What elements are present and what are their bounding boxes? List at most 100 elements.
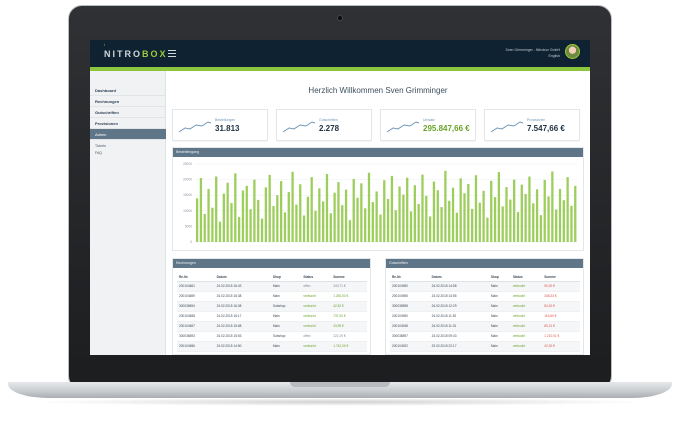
chart-bar[interactable] <box>417 203 420 242</box>
column-header[interactable]: Re-Nr. <box>390 273 430 282</box>
chart-bar[interactable] <box>474 175 478 242</box>
column-header[interactable]: Status <box>301 273 332 282</box>
chart-bar[interactable] <box>360 183 363 242</box>
chart-bar[interactable] <box>203 213 206 242</box>
chart-bar[interactable] <box>211 207 214 242</box>
chart-bar[interactable] <box>234 173 237 242</box>
chart-bar[interactable] <box>398 186 401 242</box>
chart-bar[interactable] <box>344 189 348 242</box>
chart-bar[interactable] <box>352 178 355 242</box>
sidebar-item-provisionen[interactable]: Provisionen <box>90 118 166 129</box>
chart-bar[interactable] <box>455 212 459 242</box>
menu-icon[interactable] <box>168 50 176 57</box>
chart-bar[interactable] <box>558 188 562 242</box>
table-row[interactable]: 300038597 24.02.2015 09:43 Main verbucht 1.2… <box>390 331 580 342</box>
table-row[interactable]: 300038598 24.02.2015 12:29 Main verbucht 84,… <box>390 301 580 312</box>
logo[interactable]: NITROBOX <box>104 49 168 59</box>
chart-bar[interactable] <box>555 209 558 242</box>
chart-bar[interactable] <box>547 196 550 242</box>
table-row[interactable]: 200104948 24.02.2015 11:31 Main verbucht 80,… <box>390 321 580 332</box>
chart-bar[interactable] <box>390 175 394 242</box>
column-header[interactable]: Status <box>510 273 543 282</box>
table-row[interactable]: 200104657 24.02.2015 15:58 Main verbucht 43,… <box>177 321 367 332</box>
chart-bar[interactable] <box>413 185 416 242</box>
chart-bar[interactable] <box>264 187 268 242</box>
language-selector[interactable]: English <box>548 54 560 58</box>
chart-bar[interactable] <box>440 207 443 242</box>
chart-bar[interactable] <box>230 203 233 242</box>
chart-bar[interactable] <box>207 188 210 242</box>
chart-bar[interactable] <box>574 185 577 242</box>
chart-bar[interactable] <box>260 218 264 242</box>
chart-bar[interactable] <box>470 208 474 242</box>
chart-bar[interactable] <box>318 188 321 242</box>
sidebar-subitem-tickets[interactable]: Tickets <box>95 144 106 148</box>
chart-bar[interactable] <box>245 185 248 242</box>
chart-bar[interactable] <box>341 205 344 242</box>
table-row[interactable]: 200104922 23.02.2015 22:17 Main verbucht 42,… <box>390 341 580 352</box>
sidebar-item-rechnungen[interactable]: Rechnungen <box>90 96 166 107</box>
chart-bar[interactable] <box>535 189 539 242</box>
chart-bar[interactable] <box>306 196 310 242</box>
chart-bar[interactable] <box>497 172 501 242</box>
chart-bar[interactable] <box>195 198 199 242</box>
chart-bar[interactable] <box>459 178 462 242</box>
stat-card-gutschriften[interactable]: Gutschriften 2.278 <box>276 109 372 141</box>
chart-bar[interactable] <box>237 217 241 242</box>
table-row[interactable]: 200104659 24.02.2015 16:38 Main verbucht 1.2… <box>177 291 367 302</box>
chart-bar[interactable] <box>218 221 222 242</box>
chart-bar[interactable] <box>532 203 535 242</box>
chart-bar[interactable] <box>329 213 332 242</box>
chart-bar[interactable] <box>283 212 287 242</box>
column-header[interactable]: Datum <box>429 273 489 282</box>
sidebar-item-dashboard[interactable]: Dashboard <box>90 85 166 96</box>
chart-bar[interactable] <box>222 193 225 242</box>
chart-bar[interactable] <box>539 215 543 242</box>
chart-bar[interactable] <box>302 215 306 242</box>
chart-bar[interactable] <box>513 179 516 242</box>
table-row[interactable]: 200104950 24.02.2015 14:58 Main verbucht 50,… <box>390 281 580 292</box>
chart-bar[interactable] <box>215 176 218 242</box>
chart-bar[interactable] <box>367 172 371 242</box>
chart-bar[interactable] <box>428 216 432 242</box>
chart-bar[interactable] <box>566 177 569 242</box>
sidebar-item-admin[interactable]: Admin <box>90 129 166 140</box>
chart-bar[interactable] <box>276 195 279 242</box>
chart-bar[interactable] <box>337 182 340 242</box>
chart-bar[interactable] <box>291 171 294 242</box>
chart-bar[interactable] <box>379 214 382 242</box>
avatar[interactable] <box>565 44 580 59</box>
chart-bar[interactable] <box>322 201 325 242</box>
chart-bar[interactable] <box>364 208 367 242</box>
chart-bar[interactable] <box>314 210 317 242</box>
column-header[interactable]: Summe <box>542 273 580 282</box>
chart-bar[interactable] <box>421 174 424 242</box>
chart-bar[interactable] <box>451 187 455 242</box>
column-header[interactable]: Summe <box>331 273 367 282</box>
chart-bar[interactable] <box>253 179 256 242</box>
chart-bar[interactable] <box>432 181 436 242</box>
chart-bar[interactable] <box>333 192 336 242</box>
table-row[interactable]: 200104658 24.02.2015 16:17 Main verbucht 737… <box>177 311 367 322</box>
chart-bar[interactable] <box>299 184 302 242</box>
chart-bar[interactable] <box>551 171 554 242</box>
chart-bar[interactable] <box>287 192 290 242</box>
column-header[interactable]: Shop <box>488 273 511 282</box>
stat-card-provisionen[interactable]: Provisionen 7.547,66 € <box>484 109 580 141</box>
chart-bar[interactable] <box>509 199 512 242</box>
chart-bar[interactable] <box>249 209 252 242</box>
stat-card-bestellungen[interactable]: Bestellungen 31.813 <box>172 109 268 141</box>
chart-bar[interactable] <box>425 195 428 242</box>
chart-bar[interactable] <box>570 205 573 242</box>
chart-bar[interactable] <box>375 191 378 242</box>
chart-bar[interactable] <box>310 177 313 242</box>
chart-bar[interactable] <box>501 206 504 242</box>
chart-bar[interactable] <box>482 190 485 242</box>
stat-card-umsatz[interactable]: Umsatz 295.847,66 € <box>380 109 476 141</box>
chart-bar[interactable] <box>409 211 413 242</box>
chart-bar[interactable] <box>436 190 439 242</box>
chart-bar[interactable] <box>490 180 493 242</box>
chart-bar[interactable] <box>257 199 260 242</box>
chart-bar[interactable] <box>516 212 520 242</box>
table-row[interactable]: 200104656 24.02.2015 14:50 Main verbucht 1.7… <box>177 341 367 352</box>
